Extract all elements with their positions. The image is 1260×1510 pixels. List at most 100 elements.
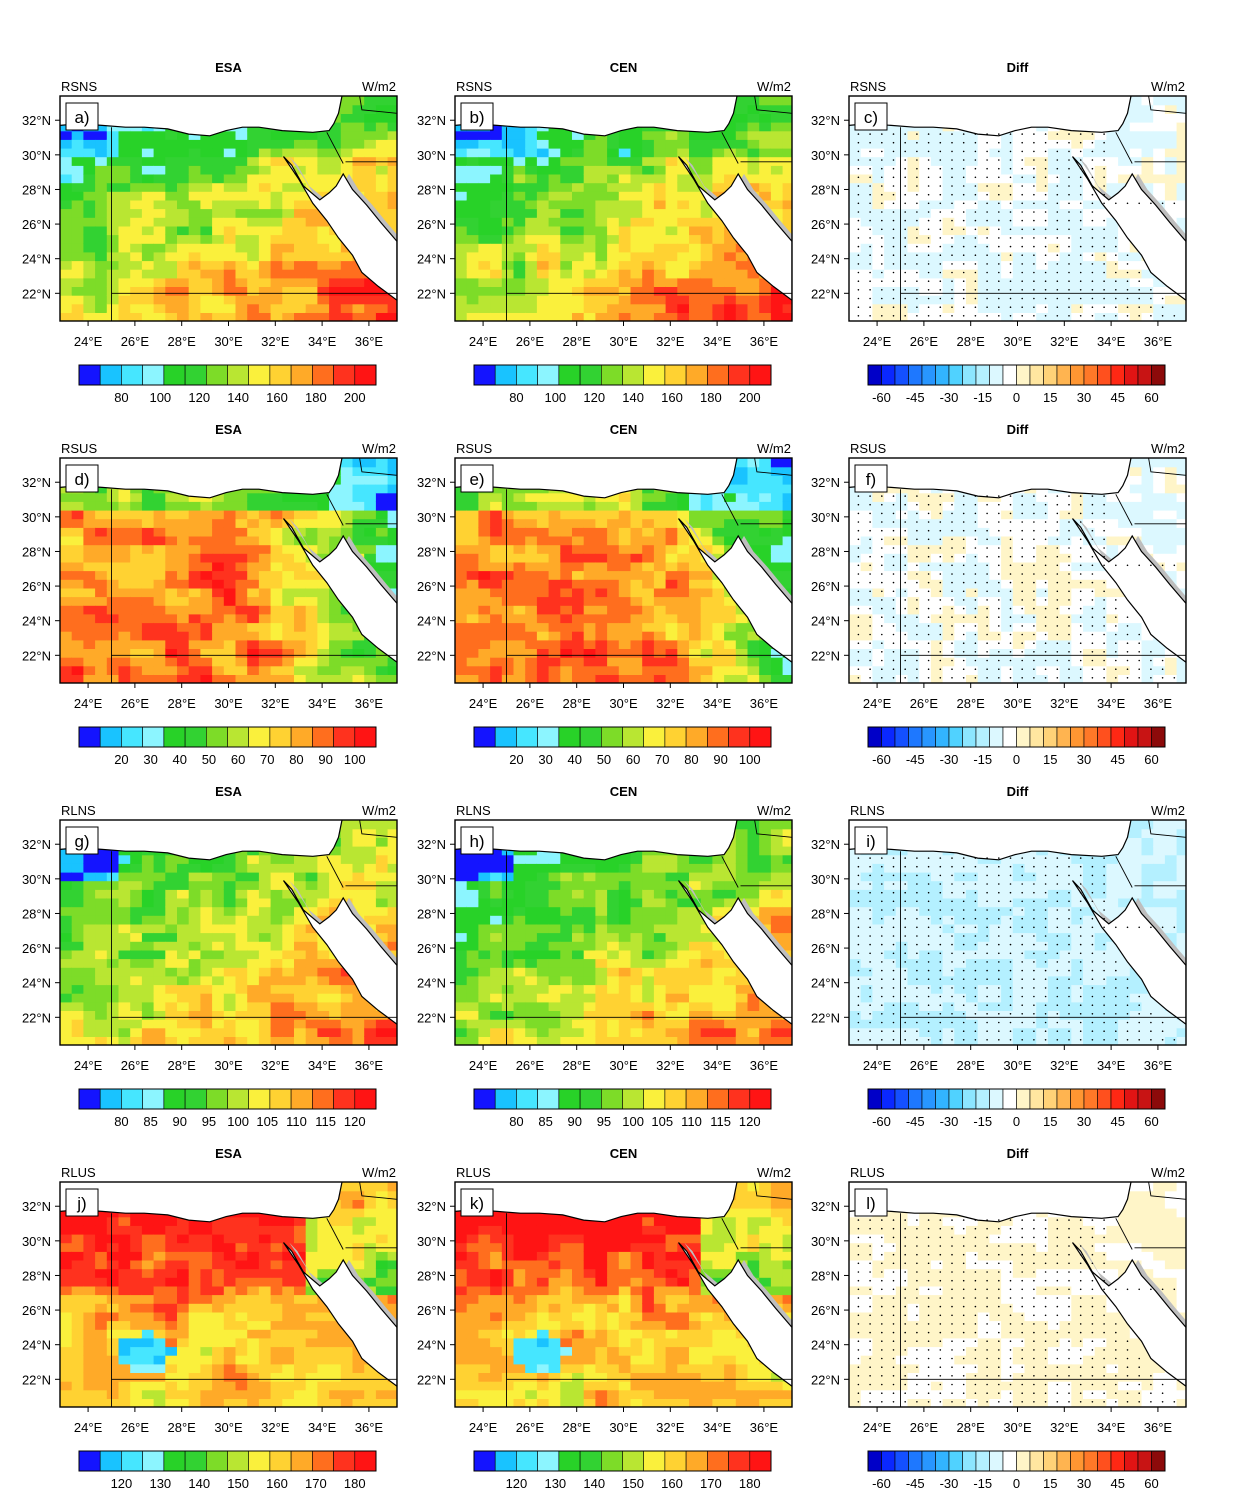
grid-cell: [501, 665, 515, 675]
grid-cell: [607, 260, 620, 270]
grid-cell: [1047, 208, 1061, 218]
significance-dot: [1044, 297, 1047, 300]
grid-cell: [977, 648, 990, 658]
grid-cell: [989, 260, 1002, 270]
significance-dot: [998, 228, 1000, 231]
grid-cell: [1176, 173, 1186, 184]
grid-cell: [153, 295, 166, 305]
grid-cell: [352, 648, 365, 658]
grid-cell: [1153, 191, 1166, 201]
grid-cell: [141, 199, 155, 210]
grid-cell: [501, 199, 515, 210]
grid-cell: [907, 553, 920, 563]
grid-cell: [1083, 269, 1096, 279]
grid-cell: [466, 156, 479, 166]
grid-cell: [247, 173, 260, 184]
significance-dot: [1056, 219, 1059, 222]
grid-cell: [258, 561, 272, 572]
grid-cell: [305, 139, 318, 149]
significance-dot: [1126, 263, 1129, 265]
significance-dot: [1033, 133, 1035, 135]
grid-cell: [235, 191, 248, 201]
significance-dot: [1021, 159, 1023, 161]
grid-cell: [607, 509, 620, 520]
grid-cell: [1012, 225, 1026, 236]
lat-tick-label: 26°N: [22, 579, 51, 594]
grid-cell: [1047, 269, 1061, 279]
significance-dot: [986, 263, 988, 265]
grid-cell: [930, 579, 944, 589]
grid-cell: [1129, 269, 1143, 279]
grid-cell: [106, 225, 120, 236]
grid-cell: [317, 674, 330, 683]
grid-cell: [95, 199, 108, 210]
significance-dot: [927, 306, 930, 309]
grid-cell: [1012, 147, 1026, 158]
grid-cell: [387, 165, 397, 175]
grid-cell: [118, 225, 131, 236]
grid-cell: [977, 191, 990, 201]
grid-cell: [282, 509, 295, 520]
grid-cell: [294, 605, 307, 615]
grid-cell: [1094, 269, 1107, 279]
grid-cell: [1164, 199, 1178, 210]
grid-cell: [282, 147, 295, 158]
grid-cell: [572, 251, 585, 262]
grid-cell: [130, 277, 143, 287]
grid-cell: [71, 535, 84, 546]
colorbar-label: 40: [568, 752, 582, 767]
grid-cell: [258, 173, 272, 184]
grid-cell: [305, 535, 318, 546]
grid-cell: [1071, 251, 1084, 262]
grid-cell: [560, 674, 573, 683]
significance-dot: [939, 280, 942, 283]
grid-cell: [188, 579, 201, 589]
grid-cell: [954, 191, 967, 201]
grid-cell: [513, 613, 526, 624]
lon-tick-label: 36°E: [355, 696, 384, 711]
grid-cell: [942, 139, 955, 149]
grid-cell: [712, 147, 725, 158]
grid-cell: [872, 622, 885, 632]
grid-cell: [501, 518, 515, 528]
significance-dot: [869, 150, 871, 153]
grid-cell: [989, 527, 1002, 537]
grid-cell: [270, 587, 283, 598]
grid-cell: [525, 217, 538, 227]
grid-cell: [106, 553, 120, 563]
grid-cell: [630, 657, 643, 667]
grid-cell: [849, 657, 862, 667]
grid-cell: [572, 509, 585, 520]
grid-cell: [966, 130, 979, 140]
grid-cell: [270, 260, 283, 270]
grid-cell: [387, 544, 397, 554]
grid-cell: [759, 518, 772, 528]
grid-cell: [71, 225, 84, 236]
grid-cell: [618, 674, 632, 683]
grid-cell: [235, 535, 248, 546]
grid-cell: [71, 631, 84, 641]
grid-cell: [83, 139, 96, 149]
grid-cell: [782, 544, 792, 554]
grid-cell: [724, 156, 737, 166]
significance-dot: [951, 228, 953, 231]
grid-cell: [1118, 277, 1131, 287]
grid-cell: [895, 269, 909, 279]
grid-cell: [677, 277, 690, 287]
grid-cell: [525, 173, 538, 184]
grid-cell: [665, 501, 678, 511]
grid-cell: [513, 553, 526, 563]
significance-dot: [892, 271, 895, 274]
grid-cell: [849, 570, 862, 580]
grid-cell: [977, 605, 990, 615]
colorbar-label: 60: [231, 752, 245, 767]
grid-cell: [478, 648, 491, 658]
grid-cell: [1036, 199, 1049, 210]
grid-cell: [1129, 130, 1143, 140]
grid-cell: [478, 147, 491, 158]
grid-cell: [954, 535, 967, 546]
grid-cell: [548, 596, 561, 606]
grid-cell: [849, 208, 862, 218]
grid-cell: [747, 639, 760, 649]
